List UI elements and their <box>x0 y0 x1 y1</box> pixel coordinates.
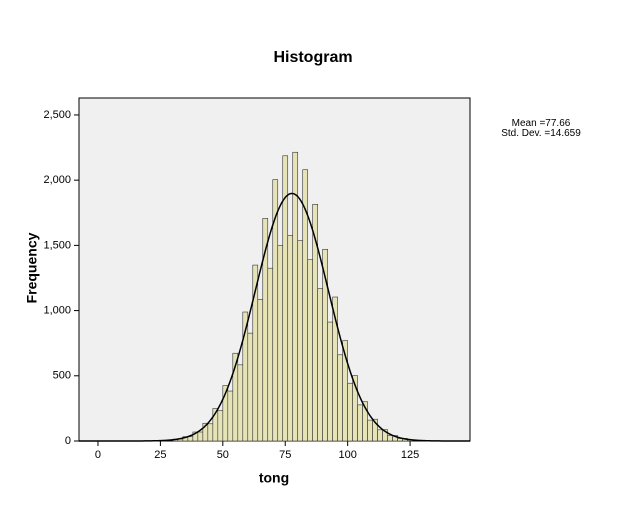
y-tick-label: 500 <box>53 370 71 382</box>
bar <box>337 354 343 442</box>
bar <box>237 364 244 442</box>
bar <box>357 404 363 442</box>
stat-label: Std. Dev. = <box>501 128 550 139</box>
stat-label: Mean = <box>512 118 546 129</box>
chart-title: Histogram <box>273 49 352 66</box>
bar <box>207 423 214 442</box>
bar <box>327 321 333 442</box>
normal-curve <box>79 192 470 442</box>
bar <box>287 235 294 442</box>
x-tick-label: 125 <box>401 449 419 461</box>
x-tick-label: 0 <box>95 449 101 461</box>
y-tick-label: 1,000 <box>43 304 71 316</box>
stat-mean: Mean =77.66 <box>512 118 571 129</box>
bar <box>217 410 224 442</box>
stat-std: Std. Dev. =14.659 <box>501 128 581 139</box>
stat-value: 77.66 <box>545 118 570 129</box>
x-tick-label: 25 <box>154 449 166 461</box>
y-axis-title: Frequency <box>24 232 40 303</box>
bar <box>347 382 353 442</box>
bar <box>377 429 383 442</box>
x-axis-title: tong <box>259 470 289 486</box>
y-tick-label: 2,000 <box>43 174 71 186</box>
bar <box>267 267 274 442</box>
x-tick-label: 75 <box>279 449 291 461</box>
bar <box>317 288 323 442</box>
bar <box>247 332 254 442</box>
bar <box>277 245 284 442</box>
bar <box>387 435 393 442</box>
x-tick-label: 50 <box>217 449 229 461</box>
bar <box>307 259 314 442</box>
y-tick-label: 0 <box>65 435 71 447</box>
bar <box>367 419 373 442</box>
y-tick-label: 1,500 <box>43 239 71 251</box>
bar <box>227 390 234 442</box>
bar <box>297 240 304 442</box>
bar <box>257 299 264 442</box>
bar <box>187 436 194 442</box>
y-tick-label: 2,500 <box>43 109 71 121</box>
stat-value: 14.659 <box>550 128 581 139</box>
x-tick-label: 100 <box>338 449 356 461</box>
bar <box>197 431 204 442</box>
